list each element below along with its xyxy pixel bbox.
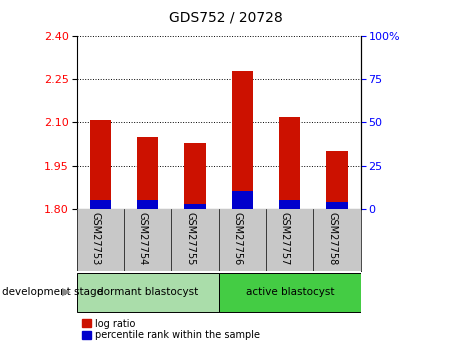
Bar — [184, 142, 206, 209]
Text: GDS752 / 20728: GDS752 / 20728 — [169, 10, 282, 24]
Text: GSM27753: GSM27753 — [90, 212, 100, 265]
Bar — [232, 71, 253, 209]
Text: GSM27757: GSM27757 — [280, 212, 290, 265]
Bar — [77, 273, 219, 312]
Bar — [184, 204, 206, 209]
Bar — [90, 120, 111, 209]
Text: active blastocyst: active blastocyst — [245, 287, 334, 296]
Bar — [219, 273, 361, 312]
Bar — [327, 202, 348, 209]
Text: GSM27754: GSM27754 — [138, 212, 147, 265]
Bar — [137, 137, 158, 209]
Text: GSM27758: GSM27758 — [327, 212, 337, 265]
Bar — [279, 117, 300, 209]
Text: GSM27755: GSM27755 — [185, 212, 195, 265]
Bar — [327, 151, 348, 209]
Bar — [90, 200, 111, 209]
Text: GSM27756: GSM27756 — [232, 212, 243, 265]
Text: development stage: development stage — [2, 287, 103, 296]
Bar — [279, 200, 300, 209]
Text: ▶: ▶ — [62, 287, 70, 296]
Bar — [232, 191, 253, 209]
Text: dormant blastocyst: dormant blastocyst — [97, 287, 198, 296]
Bar — [137, 200, 158, 209]
Legend: log ratio, percentile rank within the sample: log ratio, percentile rank within the sa… — [82, 319, 260, 340]
